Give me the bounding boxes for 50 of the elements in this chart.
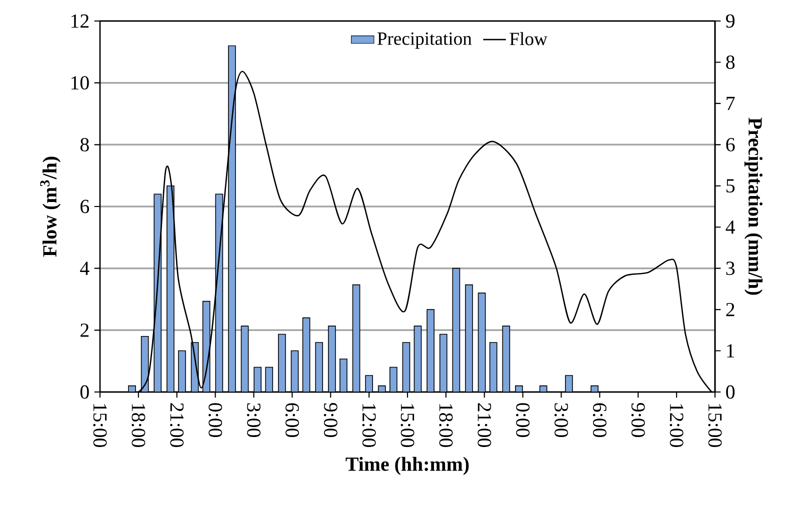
bar xyxy=(290,350,299,392)
x-tick-label: 0:00 xyxy=(208,403,222,438)
y2-tick-label: 5 xyxy=(726,179,735,193)
bar xyxy=(478,292,486,392)
y-tick-label: 0 xyxy=(80,385,89,399)
x-tick-label: 6:00 xyxy=(285,403,299,438)
x-tick-label: 3:00 xyxy=(554,403,568,438)
bar xyxy=(302,317,310,392)
x-tick-label: 21:00 xyxy=(478,403,492,447)
x-tick-label: 18:00 xyxy=(132,404,146,447)
x-tick-label: 9:00 xyxy=(324,403,338,438)
y2-tick-label: 9 xyxy=(726,14,735,28)
x-tick-label: 12:00 xyxy=(670,404,684,447)
y-tick-label: 4 xyxy=(80,262,90,275)
y2-tick-label: 4 xyxy=(726,220,736,234)
x-tick-label: 18:00 xyxy=(439,404,453,447)
y2-tick-label: 2 xyxy=(726,302,734,316)
x-tick-label: 3:00 xyxy=(246,403,261,438)
x-tick-label: 15:00 xyxy=(708,404,722,447)
bar xyxy=(352,284,360,392)
x-tick-label: 6:00 xyxy=(592,403,606,438)
bar xyxy=(240,326,249,392)
y-tick-label: 6 xyxy=(80,200,90,214)
y2-tick-label: 3 xyxy=(726,262,735,276)
x-tick-label: 9:00 xyxy=(631,403,645,438)
y2-tick-label: 0 xyxy=(726,385,735,399)
y-tick-label: 2 xyxy=(80,324,89,337)
y2-axis-title: Precipitation (mm/h) xyxy=(744,118,763,295)
legend-label: Precipitation xyxy=(377,32,472,49)
bar xyxy=(402,342,410,392)
y-axis-title: Flow (m$^{3}$/h) xyxy=(40,156,61,257)
x-axis-title: Time (hh:mm) xyxy=(346,456,469,475)
x-tick-label: 21:00 xyxy=(170,403,184,447)
y-tick-label: 8 xyxy=(80,138,89,152)
x-tick-label: 12:00 xyxy=(362,404,376,447)
y2-tick-label: 7 xyxy=(726,96,735,110)
x-tick-label: 0:00 xyxy=(516,403,530,438)
bar xyxy=(414,326,422,392)
x-tick-label: 15:00 xyxy=(400,404,414,447)
bar xyxy=(452,268,460,392)
y-tick-label: 12 xyxy=(71,14,89,28)
legend-label: Flow xyxy=(510,32,548,46)
y2-tick-label: 8 xyxy=(726,56,735,69)
bar xyxy=(489,342,498,392)
bar xyxy=(502,326,510,392)
bar xyxy=(265,366,274,392)
x-tick-label: 15:00 xyxy=(93,404,107,447)
y2-tick-label: 6 xyxy=(726,138,735,152)
y2-tick-label: 1 xyxy=(727,344,734,358)
y-tick-label: 10 xyxy=(71,76,89,90)
